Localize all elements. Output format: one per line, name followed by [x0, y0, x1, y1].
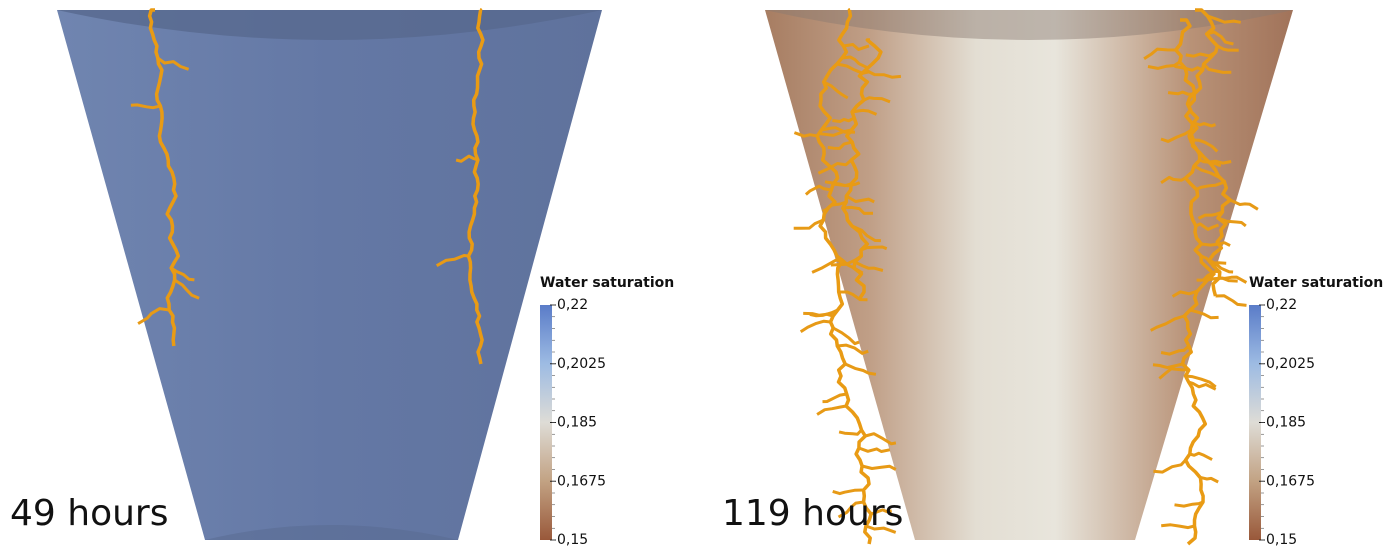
root-branch — [1216, 296, 1247, 306]
colorbar-tick-label: 0,2025 — [557, 356, 606, 372]
colorbar-tick-label: 0,1675 — [557, 473, 606, 489]
colorbar-tick-label: 0,185 — [1266, 415, 1306, 431]
colorbar-tick-label: 0,2025 — [1266, 356, 1315, 372]
colorbar-tick-label: 0,15 — [1266, 532, 1297, 548]
colorbar-tick-label: 0,1675 — [1266, 473, 1315, 489]
colorbar-title: Water saturation — [540, 275, 674, 291]
time-label: 119 hours — [722, 493, 903, 534]
root-branch — [801, 321, 831, 332]
root-branch — [817, 406, 846, 415]
time-label: 49 hours — [10, 493, 168, 534]
root-branch — [1190, 453, 1212, 459]
colorbar-title: Water saturation — [1249, 275, 1383, 291]
colorbar-tick-label: 0,22 — [557, 297, 588, 313]
colorbar-tick-label: 0,185 — [557, 415, 597, 431]
root-branch — [839, 430, 861, 434]
root-branch — [1161, 525, 1194, 528]
root-branch — [1201, 243, 1230, 246]
root-branch — [803, 313, 833, 316]
root-branch — [859, 448, 890, 452]
root-branch — [862, 466, 896, 470]
root-branch — [823, 394, 847, 402]
colorbar-tick-label: 0,22 — [1266, 297, 1297, 313]
visualization: Water saturation Water saturation 49 hou… — [0, 0, 1397, 550]
soil-column — [57, 10, 602, 540]
colorbar-tick-label: 0,15 — [557, 532, 588, 548]
